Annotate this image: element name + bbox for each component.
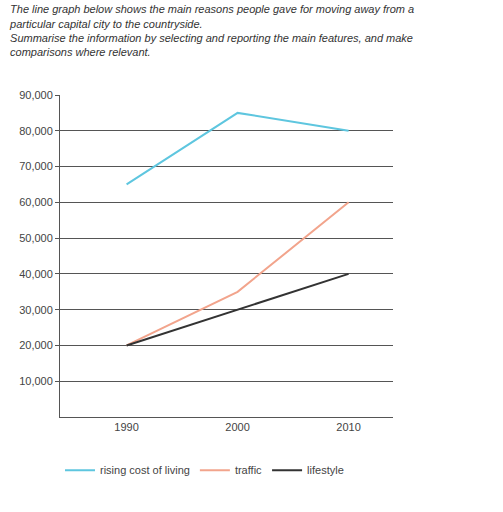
svg-text:20,000: 20,000: [19, 339, 53, 351]
svg-text:40,000: 40,000: [19, 268, 53, 280]
svg-text:1990: 1990: [114, 421, 138, 433]
svg-text:rising cost of living: rising cost of living: [100, 464, 190, 476]
svg-text:50,000: 50,000: [19, 232, 53, 244]
svg-text:traffic: traffic: [235, 464, 262, 476]
svg-text:70,000: 70,000: [19, 160, 53, 172]
svg-text:80,000: 80,000: [19, 125, 53, 137]
svg-text:60,000: 60,000: [19, 196, 53, 208]
svg-text:90,000: 90,000: [19, 89, 53, 101]
svg-text:30,000: 30,000: [19, 304, 53, 316]
svg-text:The line graph below shows the: The line graph below shows the main reas…: [9, 3, 414, 58]
svg-text:lifestyle: lifestyle: [307, 464, 344, 476]
svg-text:2010: 2010: [336, 421, 360, 433]
svg-text:2000: 2000: [225, 421, 249, 433]
svg-text:10,000: 10,000: [19, 375, 53, 387]
